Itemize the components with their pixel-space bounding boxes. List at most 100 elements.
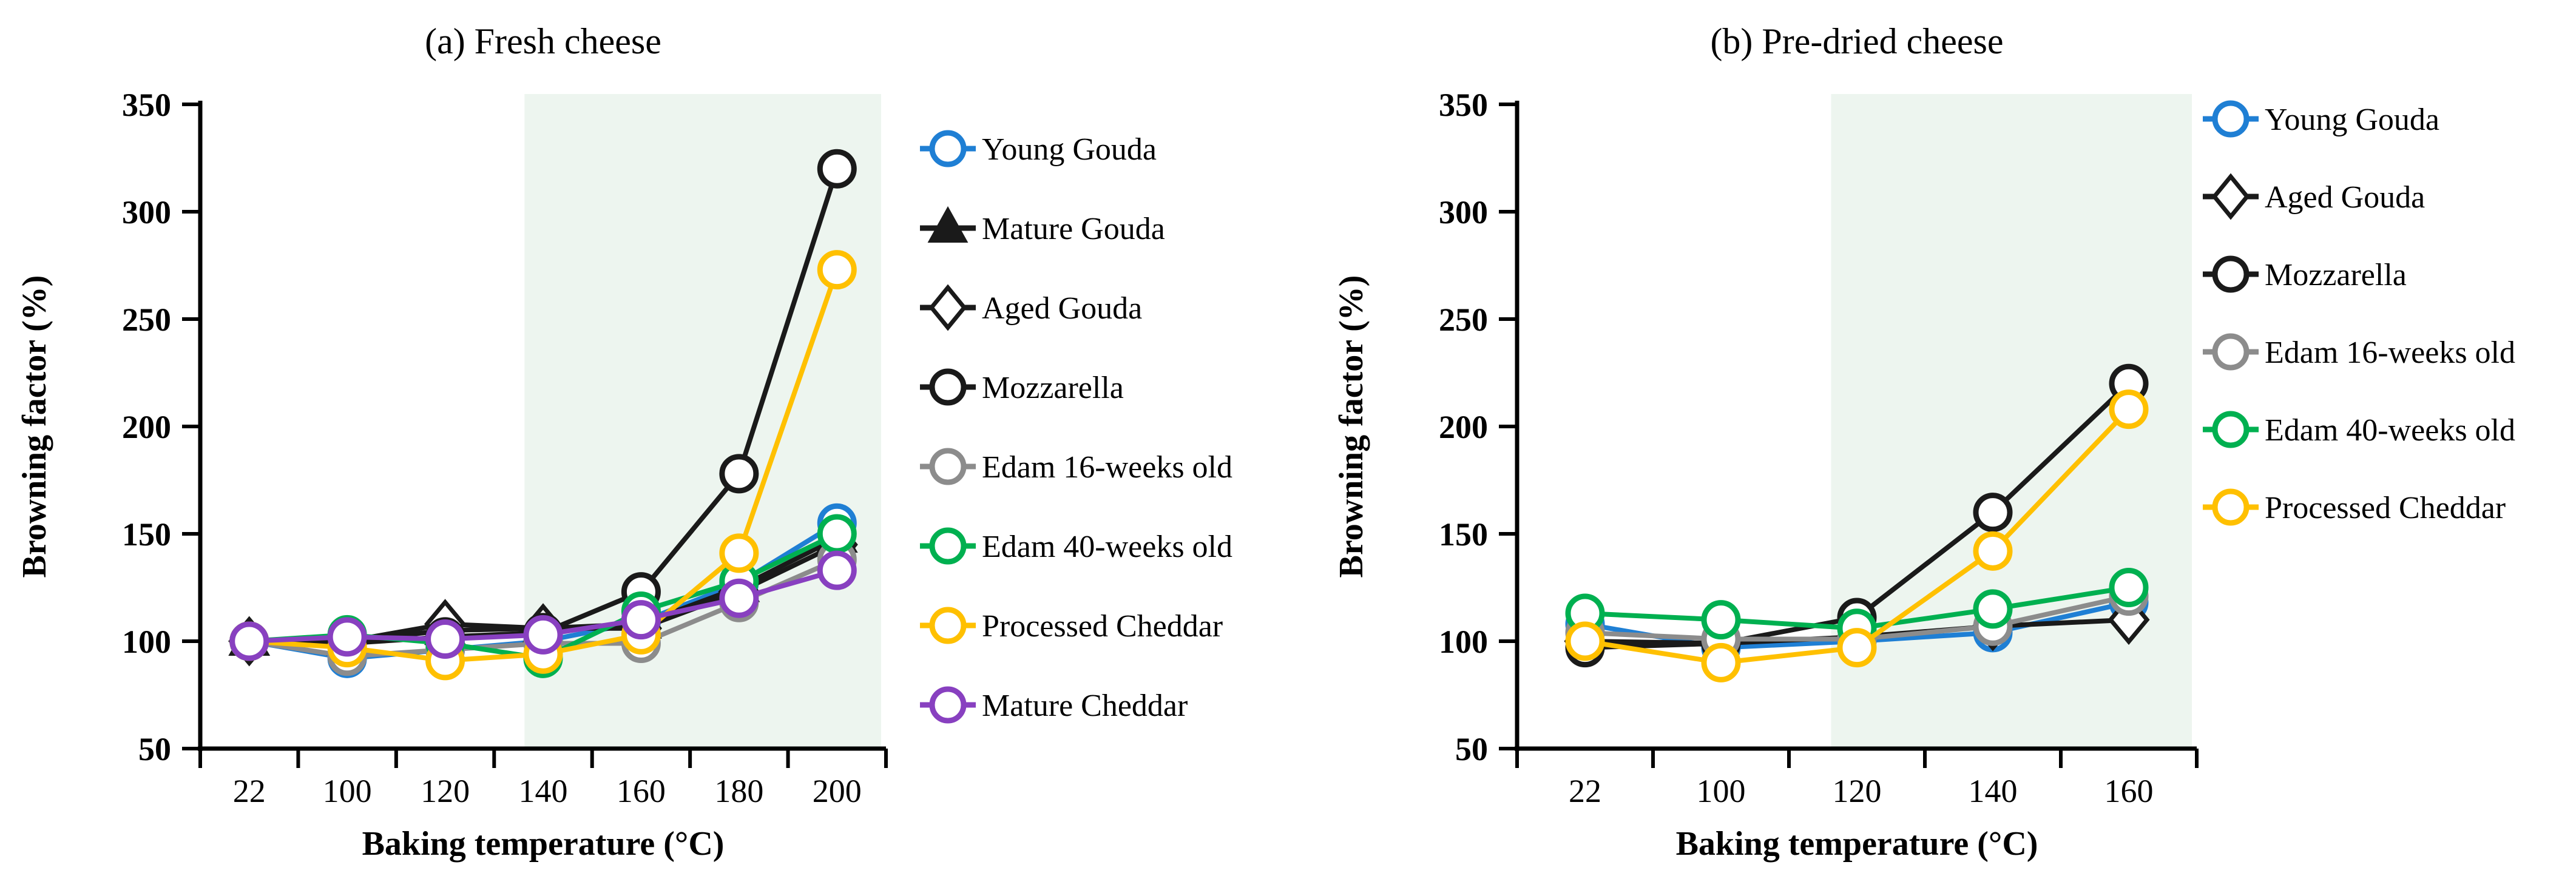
data-point-marker xyxy=(1837,628,1877,668)
legend-label: Edam 16-weeks old xyxy=(982,450,1232,485)
legend-item-aged-gouda: Aged Gouda xyxy=(2203,173,2425,220)
legend-label: Edam 40-weeks old xyxy=(982,530,1232,564)
legend-marker xyxy=(2212,255,2250,293)
legend-item-young-gouda: Young Gouda xyxy=(920,130,1157,167)
x-tick-label: 100 xyxy=(1697,773,1746,809)
y-tick-label: 50 xyxy=(1455,731,1488,767)
data-point-marker xyxy=(327,617,367,657)
data-point-marker xyxy=(719,578,759,618)
legend-marker xyxy=(2212,100,2250,138)
y-tick-label: 300 xyxy=(1439,194,1488,231)
legend-label: Young Gouda xyxy=(982,132,1157,167)
data-point-marker xyxy=(719,533,759,573)
y-tick-label: 250 xyxy=(122,301,171,338)
legend-label: Mature Gouda xyxy=(982,212,1165,246)
legend-label: Young Gouda xyxy=(2265,103,2439,137)
legend-label: Aged Gouda xyxy=(982,291,1142,326)
data-point-marker xyxy=(2109,389,2149,429)
legend-marker xyxy=(2212,333,2250,371)
legend-marker xyxy=(929,130,967,167)
data-point-marker xyxy=(817,149,857,189)
x-tick-label: 200 xyxy=(813,773,862,809)
y-axis-title: Browning factor (%) xyxy=(16,275,53,578)
y-tick-label: 350 xyxy=(122,87,171,123)
legend-marker xyxy=(2212,488,2250,526)
series-mature-cheddar xyxy=(229,550,857,661)
x-tick-label: 120 xyxy=(1833,773,1882,809)
legend-item-mozzarella: Mozzarella xyxy=(2203,255,2407,293)
data-point-marker xyxy=(719,454,759,494)
x-axis-title: Baking temperature (°C) xyxy=(1676,825,2038,863)
y-axis-title: Browning factor (%) xyxy=(1333,275,1370,578)
legend-item-processed-cheddar: Processed Cheddar xyxy=(2203,488,2506,526)
data-point-marker xyxy=(1565,621,1605,661)
legend-marker xyxy=(929,527,967,565)
y-tick-label: 100 xyxy=(1439,624,1488,660)
data-point-marker xyxy=(229,621,269,661)
legend-label: Mozzarella xyxy=(982,371,1124,405)
legend-marker xyxy=(929,607,967,644)
data-point-marker xyxy=(1701,642,1741,682)
legend-marker xyxy=(929,368,967,406)
legend-marker xyxy=(929,448,967,485)
data-point-marker xyxy=(1701,600,1741,640)
series-processed-cheddar xyxy=(1565,389,2149,682)
data-point-marker xyxy=(621,600,661,640)
panel-title: (b) Pre-dried cheese xyxy=(1710,21,2003,61)
x-axis-title: Baking temperature (°C) xyxy=(362,825,725,863)
data-point-marker xyxy=(817,250,857,290)
y-tick-label: 150 xyxy=(122,516,171,553)
legend-item-young-gouda: Young Gouda xyxy=(2203,100,2439,138)
data-point-marker xyxy=(425,619,465,659)
legend-item-mature-cheddar: Mature Cheddar xyxy=(920,686,1188,724)
panel-title: (a) Fresh cheese xyxy=(425,21,661,61)
legend-item-mozzarella: Mozzarella xyxy=(920,368,1124,406)
data-point-marker xyxy=(817,550,857,590)
data-point-marker xyxy=(1973,531,2013,571)
x-tick-label: 22 xyxy=(1569,773,1601,809)
x-tick-label: 100 xyxy=(323,773,372,809)
y-tick-label: 150 xyxy=(1439,516,1488,553)
legend-item-aged-gouda: Aged Gouda xyxy=(920,284,1142,331)
y-tick-label: 300 xyxy=(122,194,171,231)
legend-label: Edam 40-weeks old xyxy=(2265,413,2515,448)
data-point-marker xyxy=(817,514,857,554)
legend-marker xyxy=(928,284,967,331)
legend-marker xyxy=(927,206,969,243)
legend-item-edam-16-weeks-old: Edam 16-weeks old xyxy=(2203,333,2515,371)
x-tick-label: 140 xyxy=(519,773,568,809)
y-tick-label: 50 xyxy=(138,731,171,767)
legend-label: Mature Cheddar xyxy=(982,689,1188,723)
chart-panel-b: 350 300 250 200 150 100 50 22 100 120 140 160 (b) Pr… xyxy=(1333,21,2515,863)
legend-label: Processed Cheddar xyxy=(982,609,1223,644)
y-tick-label: 200 xyxy=(122,409,171,445)
x-tick-label: 180 xyxy=(714,773,763,809)
data-point-marker xyxy=(2109,568,2149,607)
legend-marker xyxy=(2212,411,2250,448)
x-tick-label: 160 xyxy=(2104,773,2154,809)
x-tick-label: 140 xyxy=(1969,773,2018,809)
x-tick-label: 22 xyxy=(233,773,266,809)
legend-item-edam-40-weeks-old: Edam 40-weeks old xyxy=(920,527,1232,565)
y-tick-label: 200 xyxy=(1439,409,1488,445)
legend-marker xyxy=(929,686,967,724)
x-tick-label: 120 xyxy=(421,773,470,809)
y-tick-label: 100 xyxy=(122,624,171,660)
legend-item-edam-16-weeks-old: Edam 16-weeks old xyxy=(920,448,1232,485)
y-tick-label: 250 xyxy=(1439,301,1488,338)
legend-label: Mozzarella xyxy=(2265,258,2407,292)
chart-panel-a: 350 300 250 200 150 100 50 22 100 120 140 160 180 200… xyxy=(16,21,1232,863)
legend-item-edam-40-weeks-old: Edam 40-weeks old xyxy=(2203,411,2515,448)
legend-item-processed-cheddar: Processed Cheddar xyxy=(920,607,1223,644)
legend-marker xyxy=(2211,173,2250,220)
data-point-marker xyxy=(1973,493,2013,533)
x-tick-label: 160 xyxy=(617,773,666,809)
data-point-marker xyxy=(523,615,563,655)
legend-label: Aged Gouda xyxy=(2265,180,2425,215)
y-tick-label: 350 xyxy=(1439,87,1488,123)
legend-item-mature-gouda: Mature Gouda xyxy=(920,206,1165,246)
data-point-marker xyxy=(1973,589,2013,629)
legend-label: Edam 16-weeks old xyxy=(2265,335,2515,370)
